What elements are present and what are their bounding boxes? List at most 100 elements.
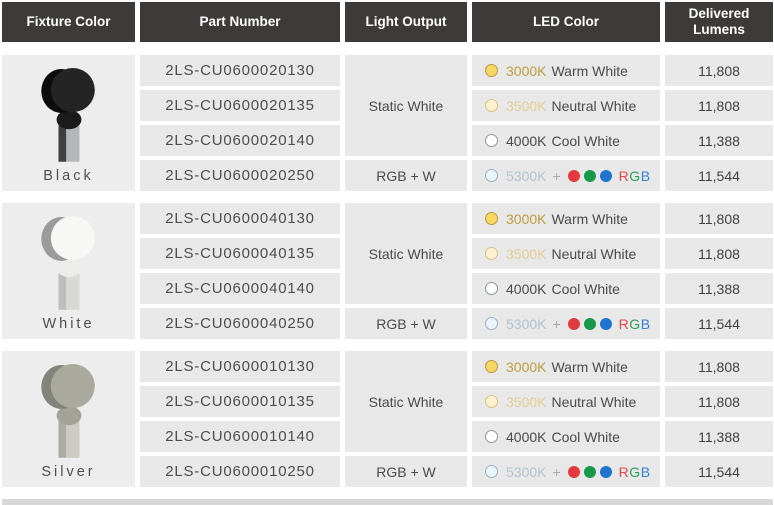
part-number-cell: 2LS-CU0600010250 [140, 456, 340, 487]
led-swatch-4000k-icon [485, 430, 498, 443]
part-number-cell: 2LS-CU0600010140 [140, 421, 340, 452]
rgb-label: RGB [618, 463, 651, 480]
led-swatch-3500k-icon [485, 247, 498, 260]
led-color-cell-4000k: 4000K Cool White [472, 125, 660, 156]
silver-fixture-image [40, 364, 95, 458]
fixture-label: Black [43, 168, 94, 184]
part-number-cell: 2LS-CU0600040130 [140, 203, 340, 234]
led-color-cell-4000k: 4000K Cool White [472, 273, 660, 304]
led-swatch-4000k-icon [485, 282, 498, 295]
blue-dot-icon [599, 317, 612, 330]
led-temp: 5300K [506, 167, 547, 184]
green-dot-icon [583, 465, 596, 478]
led-color-cell-rgbw: 5300K + RGB [472, 308, 660, 339]
lumens-cell: 11,388 [665, 421, 773, 452]
part-number-cell: 2LS-CU0600020250 [140, 160, 340, 191]
light-output-static-cell: Static White [345, 203, 467, 304]
lumens-cell: 11,808 [665, 238, 773, 269]
led-color-cell-3500k: 3500K Neutral White [472, 238, 660, 269]
light-output-rgbw-cell: RGB + W [345, 308, 467, 339]
fixture-cell-white: White [2, 203, 135, 339]
light-output-rgbw-cell: RGB + W [345, 456, 467, 487]
header-delivered-lumens: Delivered Lumens [665, 2, 773, 42]
led-temp: 4000K [506, 428, 547, 445]
led-label: Cool White [551, 132, 620, 149]
led-temp: 3500K [506, 97, 547, 114]
lumens-cell: 11,388 [665, 125, 773, 156]
led-label: Cool White [551, 280, 620, 297]
led-label: Neutral White [551, 245, 637, 262]
lumens-cell: 11,808 [665, 55, 773, 86]
part-number-cell: 2LS-CU0600040135 [140, 238, 340, 269]
led-temp: 3000K [506, 62, 547, 79]
header-led-color: LED Color [472, 2, 660, 42]
header-fixture-color: Fixture Color [2, 2, 135, 42]
lumens-cell: 11,808 [665, 203, 773, 234]
plus-sign: + [552, 315, 561, 332]
plus-sign: + [552, 463, 561, 480]
led-label: Neutral White [551, 393, 637, 410]
led-label: Warm White [551, 62, 628, 79]
led-color-cell-4000k: 4000K Cool White [472, 421, 660, 452]
green-dot-icon [583, 317, 596, 330]
red-dot-icon [567, 317, 580, 330]
part-number-cell: 2LS-CU0600020130 [140, 55, 340, 86]
led-color-cell-rgbw: 5300K + RGB [472, 456, 660, 487]
led-label: Cool White [551, 428, 620, 445]
rgb-label: RGB [618, 167, 651, 184]
fixture-group-black: Black 2LS-CU0600020130 2LS-CU0600020135 … [2, 55, 774, 191]
led-swatch-5300k-icon [485, 465, 498, 478]
led-temp: 4000K [506, 132, 547, 149]
fixture-group-silver: Silver 2LS-CU0600010130 2LS-CU0600010135… [2, 351, 774, 487]
light-output-static-cell: Static White [345, 351, 467, 452]
fixture-cell-silver: Silver [2, 351, 135, 487]
red-dot-icon [567, 169, 580, 182]
lumens-cell: 11,808 [665, 386, 773, 417]
green-dot-icon [583, 169, 596, 182]
lumens-cell: 11,808 [665, 351, 773, 382]
led-swatch-4000k-icon [485, 134, 498, 147]
part-number-cell: 2LS-CU0600010135 [140, 386, 340, 417]
bottom-divider [2, 499, 773, 505]
led-swatch-3000k-icon [485, 360, 498, 373]
led-label: Warm White [551, 210, 628, 227]
led-label: Warm White [551, 358, 628, 375]
led-color-cell-3500k: 3500K Neutral White [472, 386, 660, 417]
lumens-cell: 11,544 [665, 160, 773, 191]
light-output-static-cell: Static White [345, 55, 467, 156]
led-color-cell-3000k: 3000K Warm White [472, 203, 660, 234]
header-light-output: Light Output [345, 2, 467, 42]
led-temp: 3000K [506, 210, 547, 227]
lumens-cell: 11,808 [665, 90, 773, 121]
blue-dot-icon [599, 465, 612, 478]
led-label: Neutral White [551, 97, 637, 114]
fixture-label: White [42, 316, 95, 332]
black-fixture-image [40, 68, 95, 162]
part-number-cell: 2LS-CU0600020140 [140, 125, 340, 156]
led-temp: 3500K [506, 393, 547, 410]
header-part-number: Part Number [140, 2, 340, 42]
led-temp: 3000K [506, 358, 547, 375]
blue-dot-icon [599, 169, 612, 182]
part-number-cell: 2LS-CU0600020135 [140, 90, 340, 121]
light-output-rgbw-cell: RGB + W [345, 160, 467, 191]
red-dot-icon [567, 465, 580, 478]
plus-sign: + [552, 167, 561, 184]
rgb-label: RGB [618, 315, 651, 332]
white-fixture-image [40, 216, 95, 310]
led-swatch-5300k-icon [485, 169, 498, 182]
fixture-group-white: White 2LS-CU0600040130 2LS-CU0600040135 … [2, 203, 774, 339]
led-color-cell-3000k: 3000K Warm White [472, 351, 660, 382]
led-color-cell-rgbw: 5300K + RGB [472, 160, 660, 191]
led-temp: 5300K [506, 315, 547, 332]
lumens-cell: 11,544 [665, 308, 773, 339]
fixture-label: Silver [41, 464, 96, 480]
led-swatch-5300k-icon [485, 317, 498, 330]
part-number-cell: 2LS-CU0600040140 [140, 273, 340, 304]
part-number-cell: 2LS-CU0600010130 [140, 351, 340, 382]
led-temp: 3500K [506, 245, 547, 262]
lumens-cell: 11,544 [665, 456, 773, 487]
led-swatch-3500k-icon [485, 99, 498, 112]
fixture-cell-black: Black [2, 55, 135, 191]
table-header: Fixture Color Part Number Light Output L… [2, 2, 774, 42]
